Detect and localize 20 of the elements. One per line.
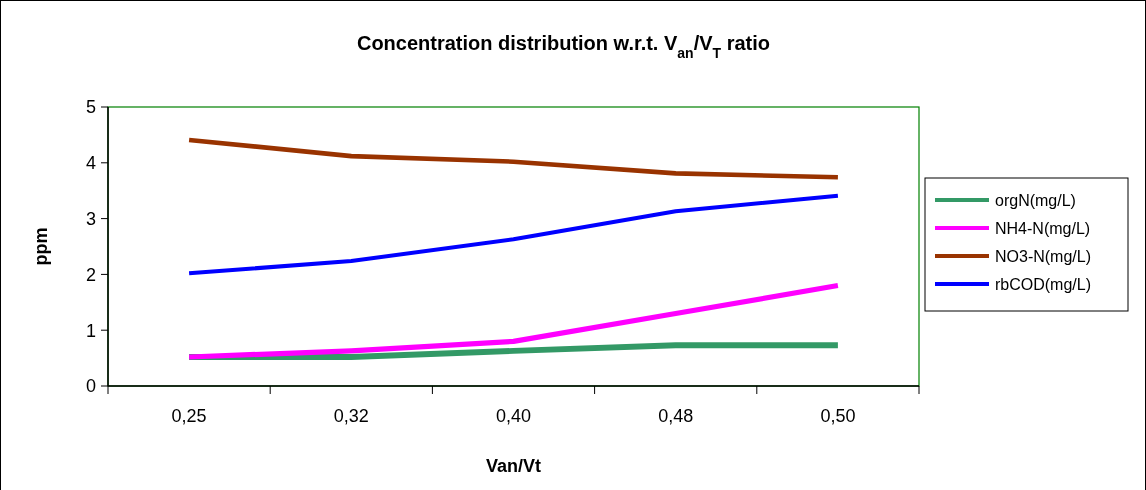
x-tick-label: 0,40	[495, 406, 532, 426]
x-tick-label: 0,48	[658, 406, 694, 426]
legend-label: NO3-N(mg/L)	[995, 247, 1092, 265]
x-tick-label: 0,32	[333, 406, 369, 426]
x-tick-label: 0,25	[171, 406, 207, 426]
y-tick-label: 5	[85, 97, 96, 118]
line-series	[187, 193, 840, 276]
x-axis-title: Van/Vt	[485, 456, 542, 476]
chart-title: Concentration distribution w.r.t. V$_{an}$/V$_{T}$ ratio	[356, 32, 771, 61]
y-tick-label: 0	[85, 376, 96, 397]
x-tick-label: 0,50	[820, 406, 856, 426]
legend-label: orgN(mg/L)	[995, 191, 1076, 209]
line-series	[186, 137, 841, 180]
y-tick-label: 1	[85, 320, 96, 341]
y-tick-label: 2	[85, 264, 96, 285]
legend-label: rbCOD(mg/L)	[995, 275, 1092, 293]
y-tick-label: 3	[85, 208, 96, 229]
legend-label: NH4-N(mg/L)	[995, 219, 1091, 237]
y-axis-title: ppm	[31, 227, 51, 266]
y-tick-label: 4	[85, 153, 96, 174]
